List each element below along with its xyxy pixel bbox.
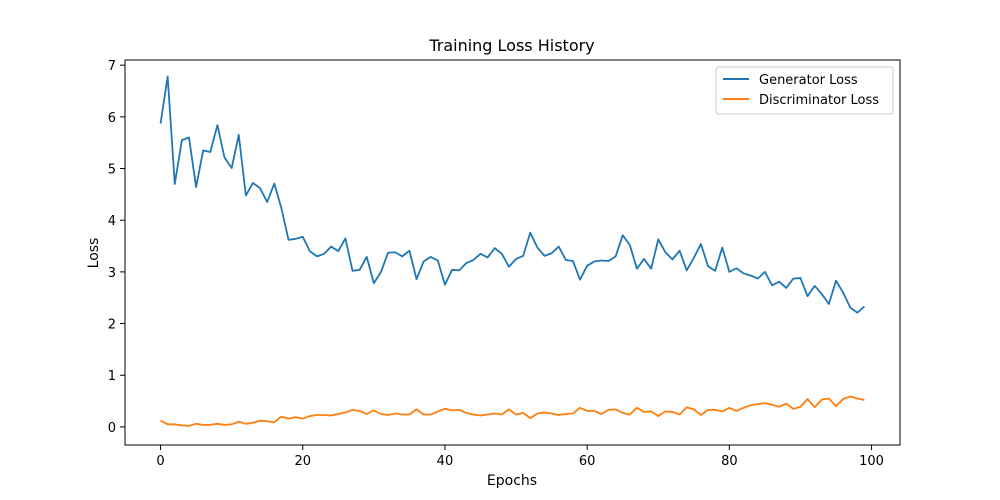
legend: Generator Loss Discriminator Loss <box>715 66 894 115</box>
x-tick-label: 0 <box>156 454 164 469</box>
y-tick-label: 4 <box>108 214 116 229</box>
x-tick-label: 60 <box>579 454 596 469</box>
y-tick-label: 6 <box>108 111 116 126</box>
legend-label-generator: Generator Loss <box>759 73 858 88</box>
y-tick-label: 2 <box>108 318 116 333</box>
x-tick-label: 100 <box>859 454 884 469</box>
series-lines <box>159 75 866 427</box>
generator-loss-line <box>159 75 866 314</box>
x-tick-label: 20 <box>294 454 311 469</box>
x-axis-ticks: 0 20 40 60 80 100 <box>156 445 884 469</box>
legend-label-discriminator: Discriminator Loss <box>759 93 879 108</box>
chart-title: Training Loss History <box>428 36 594 55</box>
y-tick-label: 7 <box>108 59 116 74</box>
legend-box <box>715 66 894 115</box>
x-tick-label: 40 <box>437 454 454 469</box>
y-tick-label: 1 <box>108 369 116 384</box>
plot-frame <box>124 59 901 446</box>
y-tick-label: 0 <box>108 421 116 436</box>
y-axis-ticks: 0 1 2 3 4 5 6 7 <box>108 59 125 436</box>
y-tick-label: 3 <box>108 266 116 281</box>
x-axis-label: Epochs <box>487 473 537 489</box>
x-tick-label: 80 <box>721 454 738 469</box>
y-axis-label: Loss <box>86 238 102 269</box>
discriminator-loss-line <box>160 395 865 427</box>
y-tick-label: 5 <box>108 163 116 178</box>
